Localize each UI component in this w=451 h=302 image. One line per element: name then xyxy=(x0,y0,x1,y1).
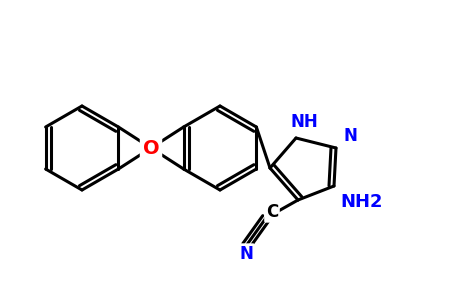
Text: N: N xyxy=(343,127,357,145)
Text: NH2: NH2 xyxy=(341,193,383,211)
Text: O: O xyxy=(143,139,159,158)
Text: N: N xyxy=(239,245,253,263)
Text: NH: NH xyxy=(290,113,318,131)
Text: C: C xyxy=(266,203,278,221)
